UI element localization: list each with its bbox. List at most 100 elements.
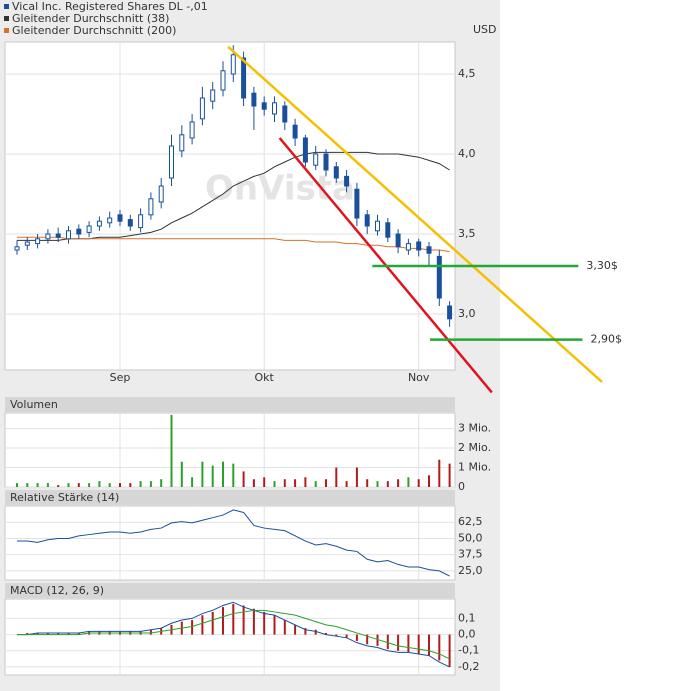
histogram-bar (263, 611, 266, 635)
panel-header (5, 583, 455, 598)
candle-body (333, 166, 339, 179)
legend-label: Vical Inc. Registered Shares DL -,01 (12, 0, 208, 13)
volume-bar (407, 477, 410, 487)
volume-bar (386, 481, 389, 487)
candle-body (261, 102, 267, 110)
candle-body (169, 145, 174, 179)
legend-swatch (4, 4, 9, 9)
y-tick-label: -0,2 (458, 660, 479, 673)
volume-bar (232, 463, 235, 487)
annotation-label: 3,30$ (586, 259, 618, 272)
histogram-bar (273, 615, 276, 635)
annotation-label: 2,90$ (590, 333, 622, 346)
volume-bar (252, 479, 255, 487)
histogram-bar (366, 634, 369, 645)
volume-bar (98, 481, 101, 487)
volume-bar (46, 483, 49, 487)
histogram-bar (355, 634, 358, 642)
volume-bar (108, 483, 111, 487)
candle-body (220, 70, 226, 91)
candle-body (189, 121, 195, 139)
candle-body (447, 305, 453, 320)
volume-bar (67, 483, 70, 487)
legend-label: Gleitender Durchschnitt (200) (12, 24, 176, 37)
candle-body (375, 220, 380, 232)
y-tick-label: 4,0 (458, 147, 476, 160)
trend-line (227, 45, 603, 383)
volume-bar (222, 461, 224, 487)
candle-body (272, 102, 277, 115)
moving-average (17, 236, 450, 253)
histogram-bar (345, 634, 348, 638)
volume-bar (314, 481, 317, 487)
y-tick-label: -0,1 (458, 644, 479, 657)
volume-bar (417, 479, 420, 487)
legend-swatch (4, 28, 9, 33)
volume-bar (26, 483, 29, 487)
legend-swatch (4, 16, 9, 21)
histogram-bar (36, 632, 39, 635)
y-tick-label: 3,0 (458, 307, 476, 320)
axis-unit: USD (473, 23, 497, 36)
candle-body (45, 233, 51, 240)
candle-body (138, 214, 144, 229)
volume-bar (448, 463, 451, 487)
histogram-bar (211, 611, 214, 635)
candle-body (385, 222, 391, 238)
candle-body (230, 54, 236, 75)
volume-bar (119, 483, 121, 487)
candle-body (354, 188, 360, 219)
volume-bar (335, 467, 338, 487)
candle-body (241, 57, 247, 99)
y-tick-label: 25,0 (458, 564, 483, 577)
volume-bar (211, 465, 214, 487)
x-tick-label: Sep (110, 371, 131, 384)
x-tick-label: Okt (255, 371, 275, 384)
candle-body (14, 246, 20, 251)
panel-title: Volumen (10, 398, 58, 411)
candle-body (96, 220, 102, 227)
candle-body (127, 219, 133, 227)
volume-bar (88, 483, 91, 487)
histogram-bar (335, 634, 338, 637)
histogram-bar (397, 634, 400, 651)
y-tick-label: 2 Mio. (458, 441, 491, 454)
candle-body (251, 92, 257, 107)
panel-title: MACD (12, 26, 9) (10, 584, 104, 597)
volume-bar (283, 479, 286, 487)
histogram-bar (191, 620, 194, 635)
histogram-bar (252, 608, 255, 635)
histogram-bar (201, 615, 204, 635)
volume-bar (273, 481, 276, 487)
volume-bar (263, 477, 266, 487)
volume-bar (16, 483, 18, 487)
histogram-bar (232, 603, 235, 635)
candle-body (416, 241, 422, 251)
candle-body (282, 105, 288, 123)
volume-bar (366, 479, 369, 487)
volume-bar (438, 459, 441, 487)
plot-area (4, 505, 456, 581)
y-tick-label: 37,5 (458, 548, 483, 561)
histogram-bar (325, 632, 327, 635)
panel-header (5, 397, 455, 412)
plot-area (4, 598, 456, 676)
volume-bar (355, 467, 358, 487)
histogram-bar (304, 628, 307, 635)
histogram-bar (26, 632, 29, 635)
candle-body (148, 198, 154, 216)
candle-body (158, 185, 164, 203)
volume-bar (180, 461, 183, 487)
histogram-bar (57, 632, 60, 635)
macd-line (17, 609, 450, 660)
histogram-bar (448, 634, 451, 667)
histogram-bar (67, 632, 70, 635)
histogram-bar (149, 629, 152, 635)
volume-bar (376, 481, 379, 487)
y-tick-label: 0,1 (458, 611, 476, 624)
y-tick-label: 1 Mio. (458, 461, 491, 474)
volume-bar (304, 477, 307, 487)
candle-body (344, 175, 350, 187)
candle-body (76, 228, 82, 235)
